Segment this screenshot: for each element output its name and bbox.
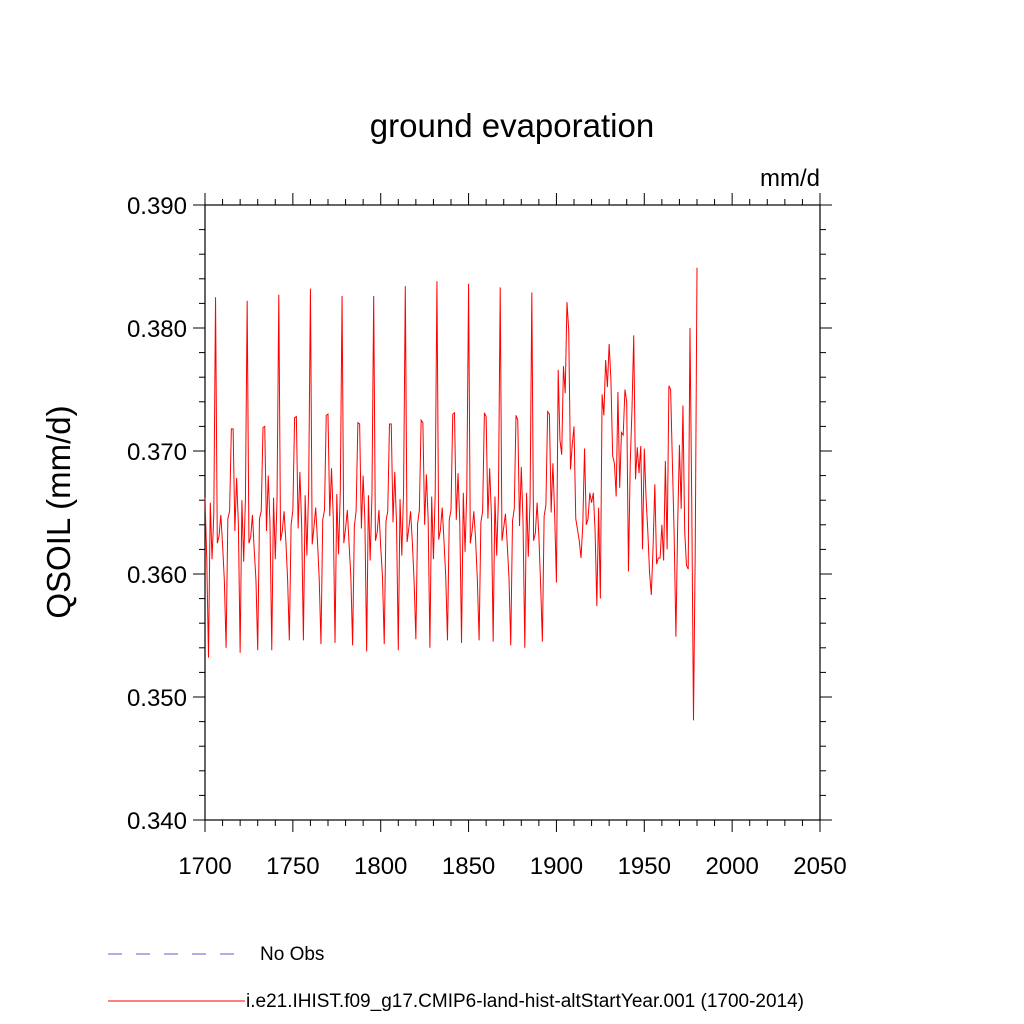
x-tick-label: 1800 bbox=[354, 853, 407, 880]
x-tick-labels: 1700 1750 1800 1850 1900 1950 2000 2050 bbox=[178, 853, 846, 880]
x-tick-label: 1950 bbox=[618, 853, 671, 880]
x-tick-label: 2050 bbox=[793, 853, 846, 880]
legend-label-no-obs: No Obs bbox=[260, 944, 324, 965]
x-tick-label: 2000 bbox=[705, 853, 758, 880]
y-tick-label: 0.340 bbox=[127, 808, 187, 835]
x-tick-label: 1900 bbox=[530, 853, 583, 880]
y-tick-label: 0.350 bbox=[127, 685, 187, 712]
y-tick-labels: 0.340 0.350 0.360 0.370 0.380 0.390 bbox=[127, 193, 187, 835]
axis-ticks bbox=[193, 193, 832, 832]
x-tick-label: 1850 bbox=[442, 853, 495, 880]
plot-frame bbox=[204, 204, 821, 821]
y-tick-label: 0.370 bbox=[127, 439, 187, 466]
x-tick-label: 1750 bbox=[266, 853, 319, 880]
series-line bbox=[204, 267, 698, 721]
y-tick-label: 0.360 bbox=[127, 562, 187, 589]
y-tick-label: 0.390 bbox=[127, 193, 187, 220]
y-axis-label: QSOIL (mm/d) bbox=[40, 405, 77, 618]
x-tick-label: 1700 bbox=[178, 853, 231, 880]
legend-label-model: i.e21.IHIST.f09_g17.CMIP6-land-hist-altS… bbox=[246, 991, 804, 1012]
units-label: mm/d bbox=[760, 165, 820, 192]
y-tick-label: 0.380 bbox=[127, 316, 187, 343]
chart-title: ground evaporation bbox=[370, 107, 654, 144]
